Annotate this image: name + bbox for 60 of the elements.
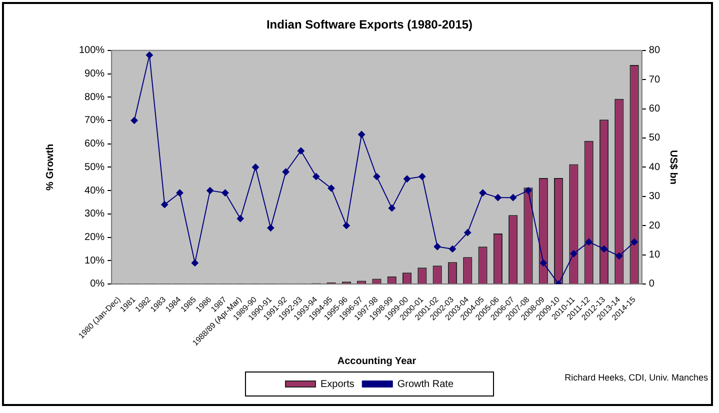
y2-axis-title: US$ bn	[667, 150, 678, 184]
y2-tick-label: 10	[648, 250, 660, 261]
point	[524, 187, 532, 194]
point	[630, 238, 638, 246]
point	[328, 184, 335, 192]
y-tick-label: 70%	[84, 115, 105, 126]
point	[297, 147, 304, 154]
y-tick-label: 0%	[90, 278, 105, 290]
y2-tick-label: 0	[648, 278, 655, 290]
y2-tick-label: 20	[648, 220, 660, 232]
y2-tick-label: 80	[648, 45, 660, 56]
point	[600, 245, 608, 252]
y2-tick-label: 50	[648, 132, 660, 144]
y-tick-label: 50%	[84, 162, 105, 173]
point	[373, 173, 380, 180]
point	[434, 243, 441, 250]
y-tick-label: 80%	[84, 92, 105, 103]
point	[585, 238, 592, 246]
y-tick-label: 40%	[84, 185, 105, 196]
x-axis-title: Accounting Year	[337, 356, 416, 367]
point	[418, 173, 426, 180]
point	[267, 224, 274, 232]
legend-label: Exports	[320, 378, 354, 390]
point	[222, 189, 229, 196]
point	[342, 222, 350, 230]
y-axis-title: % Growth	[44, 144, 56, 191]
y-tick-label: 20%	[84, 232, 105, 244]
point	[312, 173, 320, 180]
point	[510, 194, 517, 202]
point	[176, 189, 184, 196]
y-tick-label: 100%	[79, 45, 105, 56]
legend-label: Growth Rate	[397, 378, 454, 390]
point	[282, 168, 290, 176]
point	[146, 52, 153, 59]
point	[130, 116, 138, 124]
point	[236, 215, 244, 222]
y-tick-label: 90%	[84, 68, 105, 80]
chart-title: Indian Software Exports (1980-2015)	[266, 18, 473, 32]
point	[358, 130, 366, 138]
point	[388, 204, 396, 212]
point	[191, 259, 198, 266]
y2-tick-label: 30	[648, 191, 660, 202]
y2-tick-label: 40	[648, 162, 660, 173]
y-tick-label: 30%	[84, 208, 105, 220]
y2-tick-label: 70	[648, 74, 660, 86]
point	[448, 245, 456, 252]
point	[464, 229, 472, 236]
y2-tick-label: 60	[648, 104, 660, 115]
point	[252, 164, 260, 171]
text: Richard Heeks, CDI, Univ. Manches	[564, 372, 708, 382]
y-tick-label: 10%	[84, 255, 105, 266]
point	[540, 259, 547, 266]
point	[494, 194, 502, 202]
point	[479, 189, 486, 196]
point	[404, 175, 411, 182]
point	[206, 187, 214, 194]
point	[570, 250, 578, 258]
point	[616, 252, 623, 260]
point	[161, 201, 168, 208]
y-tick-label: 60%	[84, 138, 105, 150]
